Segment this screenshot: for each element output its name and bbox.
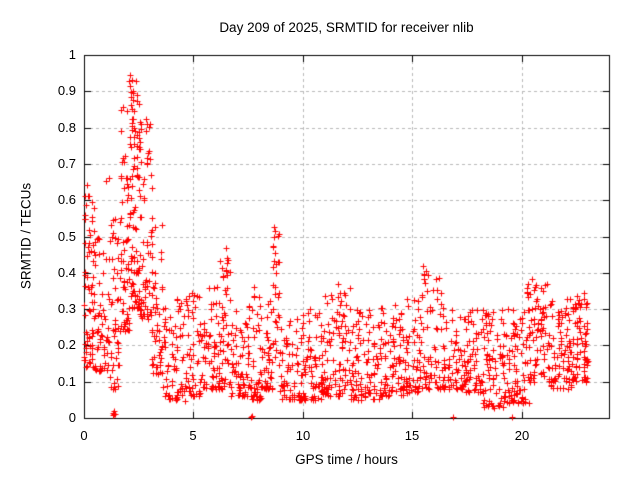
x-tick-label: 5 xyxy=(189,428,197,443)
y-tick-label: 0.9 xyxy=(57,83,76,98)
x-tick-label: 20 xyxy=(514,428,530,443)
x-tick-label: 15 xyxy=(404,428,420,443)
chart-title: Day 209 of 2025, SRMTID for receiver nli… xyxy=(219,20,474,35)
y-tick-label: 0 xyxy=(68,410,76,425)
y-tick-label: 0.3 xyxy=(57,301,76,316)
x-tick-label: 0 xyxy=(80,428,88,443)
y-tick-label: 0.4 xyxy=(57,265,76,280)
y-tick-label: 1 xyxy=(68,47,76,62)
x-tick-label: 10 xyxy=(295,428,311,443)
y-tick-label: 0.2 xyxy=(57,337,76,352)
x-axis-label: GPS time / hours xyxy=(295,452,398,467)
y-tick-label: 0.8 xyxy=(57,120,76,135)
y-tick-label: 0.6 xyxy=(57,192,76,207)
y-tick-label: 0.5 xyxy=(57,229,76,244)
y-tick-label: 0.1 xyxy=(57,374,76,389)
y-tick-label: 0.7 xyxy=(57,156,76,171)
